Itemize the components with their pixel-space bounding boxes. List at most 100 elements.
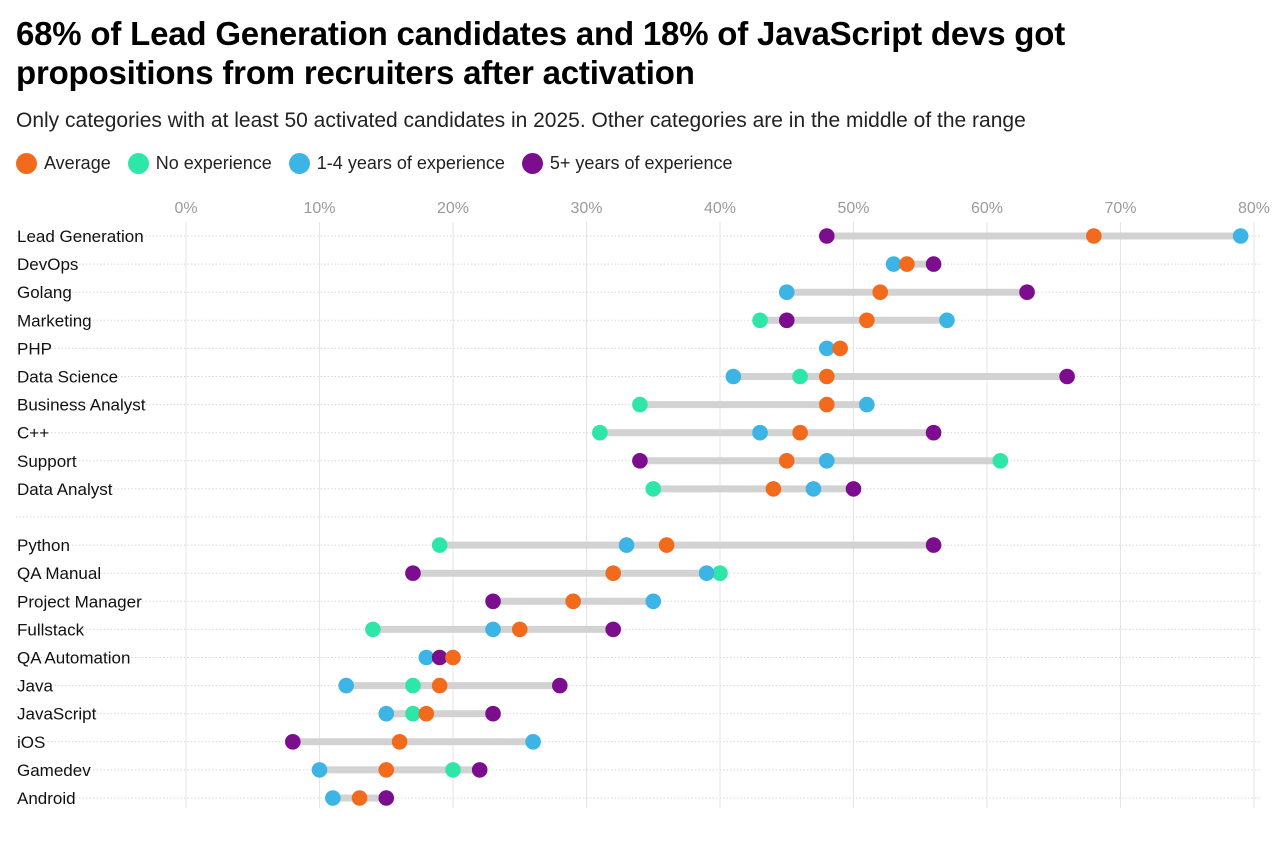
category-label-lead-generation: Lead Generation (17, 227, 144, 246)
dot-senior-ios (285, 734, 301, 750)
chart-title: 68% of Lead Generation candidates and 18… (16, 15, 1066, 91)
dot-senior-javascript (485, 705, 501, 722)
category-label-cplusplus: C++ (17, 424, 49, 443)
dot-mid-android (325, 790, 341, 806)
dot-mid-data-science (725, 368, 742, 385)
dot-none-data-science (792, 368, 808, 385)
x-tick-label: 80% (1238, 200, 1270, 217)
category-label-devops: DevOps (17, 255, 78, 274)
dot-avg-cplusplus (792, 424, 808, 441)
dot-none-data-analyst (645, 481, 662, 497)
legend-label-no-experience: No experience (155, 153, 272, 173)
dot-avg-golang (872, 284, 888, 301)
category-label-java: Java (17, 677, 53, 696)
dot-avg-javascript (418, 705, 435, 722)
legend-label-5-plus-years: 5+ years of experience (549, 153, 733, 173)
category-label-project-manager: Project Manager (17, 592, 142, 611)
dot-senior-support (632, 453, 648, 469)
dot-avg-java (431, 677, 448, 694)
category-label-javascript: JavaScript (17, 705, 97, 724)
category-label-android: Android (17, 789, 76, 808)
dot-mid-devops (885, 256, 902, 272)
dot-avg-ios (391, 734, 408, 750)
category-label-support: Support (17, 452, 77, 471)
dot-senior-data-analyst (845, 481, 862, 497)
dot-none-gamedev (445, 762, 461, 778)
chart-subtitle: Only categories with at least 50 activat… (16, 109, 1026, 132)
x-tick-label: 0% (174, 200, 197, 217)
dot-none-fullstack (365, 621, 381, 638)
category-label-qa-manual: QA Manual (17, 564, 101, 583)
dot-none-javascript (405, 705, 421, 722)
dot-mid-cplusplus (752, 424, 768, 441)
dot-mid-lead-generation (1232, 228, 1249, 244)
legend-swatch-average (16, 153, 37, 174)
dot-mid-business-analyst (859, 396, 875, 413)
category-label-business-analyst: Business Analyst (17, 396, 146, 415)
dot-none-business-analyst (632, 396, 648, 413)
legend-label-1-4-years: 1-4 years of experience (316, 153, 505, 173)
legend-item-1-4-years: 1-4 years of experience (288, 153, 505, 174)
dot-senior-devops (925, 256, 942, 272)
category-label-gamedev: Gamedev (17, 761, 91, 780)
dot-avg-business-analyst (819, 396, 835, 413)
dot-senior-cplusplus (925, 424, 942, 441)
dot-senior-fullstack (605, 621, 621, 638)
dot-mid-golang (778, 284, 795, 301)
dot-senior-qa-automation (431, 649, 448, 666)
dot-avg-marketing (859, 312, 875, 329)
dot-mid-fullstack (485, 621, 501, 638)
dot-avg-devops (899, 256, 915, 272)
dot-none-qa-manual (712, 565, 728, 581)
x-tick-label: 10% (303, 200, 335, 217)
legend-item-average: Average (16, 153, 111, 174)
legend-label-average: Average (44, 153, 111, 173)
legend-swatch-no-experience (127, 153, 149, 174)
dot-senior-data-science (1059, 368, 1075, 385)
category-label-php: PHP (17, 339, 52, 358)
dot-senior-qa-manual (405, 565, 421, 581)
category-label-fullstack: Fullstack (17, 620, 85, 639)
dot-avg-android (351, 790, 368, 806)
dot-avg-data-science (819, 368, 835, 385)
x-tick-label: 60% (971, 200, 1003, 217)
dot-mid-support (819, 453, 835, 469)
category-label-data-science: Data Science (17, 368, 118, 387)
category-label-qa-automation: QA Automation (17, 649, 130, 668)
dot-avg-project-manager (565, 593, 581, 610)
dot-senior-android (378, 790, 395, 806)
dot-senior-marketing (778, 312, 795, 329)
category-label-python: Python (17, 536, 70, 555)
dot-none-java (405, 677, 421, 694)
category-label-marketing: Marketing (17, 311, 92, 330)
dot-mid-java (338, 677, 355, 694)
dot-avg-data-analyst (765, 481, 782, 497)
x-tick-label: 70% (1104, 200, 1136, 217)
dot-avg-fullstack (511, 621, 528, 638)
legend-swatch-1-4-years (288, 153, 310, 174)
legend-swatch-5-plus-years (521, 153, 543, 174)
legend-item-5-plus-years: 5+ years of experience (521, 153, 733, 174)
dot-mid-gamedev (311, 762, 328, 778)
dot-mid-marketing (939, 312, 955, 329)
x-tick-label: 20% (437, 200, 469, 217)
dot-none-support (992, 453, 1009, 469)
dot-mid-data-analyst (805, 481, 822, 497)
legend: Average No experience 1-4 years of exper… (16, 153, 750, 174)
legend-item-no-experience: No experience (127, 153, 272, 174)
dot-none-cplusplus (592, 424, 608, 441)
category-label-golang: Golang (17, 283, 72, 302)
category-label-ios: iOS (17, 733, 45, 752)
dot-senior-project-manager (485, 593, 501, 610)
dot-mid-project-manager (645, 593, 662, 610)
dot-avg-gamedev (378, 762, 395, 778)
dot-senior-python (925, 537, 942, 553)
dot-senior-gamedev (471, 762, 488, 778)
dot-mid-qa-automation (418, 649, 435, 666)
dot-none-marketing (752, 312, 768, 329)
dot-senior-java (552, 677, 568, 694)
dot-mid-javascript (378, 705, 395, 722)
dot-senior-lead-generation (819, 228, 835, 244)
dot-avg-support (778, 453, 795, 469)
dot-avg-qa-manual (605, 565, 621, 581)
